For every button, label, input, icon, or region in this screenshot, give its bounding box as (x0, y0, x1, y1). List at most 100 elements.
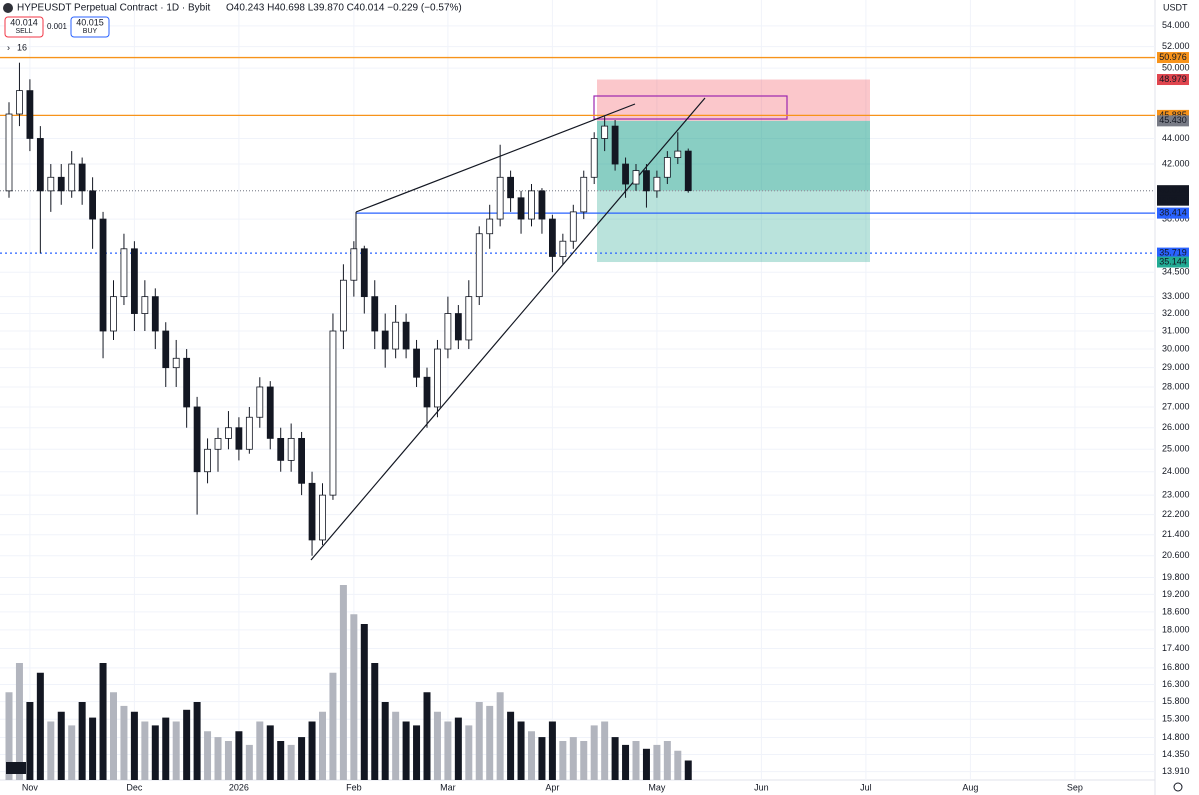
spread: 0.001 (47, 22, 68, 31)
price-tag (1157, 115, 1189, 127)
volume-bar (611, 737, 619, 780)
candle-body (653, 176, 661, 192)
candle-body (5, 113, 13, 192)
candle-body (99, 218, 107, 332)
symbol[interactable]: HYPEUSDT Perpetual Contract · 1D · Bybit (17, 3, 210, 14)
candle-body (78, 163, 86, 192)
countdown: 15:26:55 (1157, 196, 1189, 205)
candle-body (486, 218, 494, 235)
candle-body (360, 248, 368, 298)
candle-body (172, 357, 180, 369)
volume-bar (444, 721, 452, 780)
candle-body (454, 313, 462, 341)
volume-bar (674, 750, 682, 780)
price-tag (1157, 52, 1189, 64)
volume-bar (162, 717, 170, 780)
volume-bar (371, 663, 379, 780)
volume-bar (548, 721, 556, 780)
volume-bar (601, 721, 609, 780)
y-tick-label: 25.000 (1162, 444, 1190, 454)
y-tick-label: 32.000 (1162, 308, 1190, 318)
volume-bar (381, 702, 389, 780)
price-tag (1157, 256, 1189, 268)
volume-bar (308, 721, 316, 780)
candle-body (632, 170, 640, 185)
stop-zone (597, 79, 870, 121)
volume-bar (402, 721, 410, 780)
candle-body (549, 218, 556, 257)
candle-body (193, 406, 201, 473)
x-tick-label: 2026 (229, 782, 249, 792)
y-tick-label: 44.000 (1162, 133, 1190, 143)
candle-body (16, 90, 23, 115)
sell-label: SELL (15, 28, 32, 35)
y-tick-label: 21.400 (1162, 529, 1190, 539)
y-tick-label: 52.000 (1162, 41, 1190, 51)
price-tag (1157, 247, 1189, 259)
candle-body (381, 330, 389, 350)
volume-bar (663, 741, 671, 780)
y-tick-label: 29.000 (1162, 362, 1190, 372)
indicator-count[interactable]: 16 (17, 42, 27, 52)
candle-body (308, 482, 316, 541)
volume-bar (47, 721, 55, 780)
volume-bar (172, 721, 180, 780)
x-tick-label: Sep (1067, 782, 1083, 792)
y-tick-label: 33.000 (1162, 291, 1190, 301)
candle-body (601, 125, 609, 139)
buy-button[interactable] (70, 16, 110, 38)
y-tick-label: 13.910 (1162, 766, 1190, 776)
volume-bar (496, 692, 504, 780)
volume-bar (559, 741, 567, 780)
volume-bar (475, 702, 483, 780)
candle-body (339, 279, 347, 332)
x-tick-label: Jun (754, 782, 769, 792)
volume-bar (214, 737, 222, 780)
price-tag-label: 45.430 (1159, 115, 1187, 125)
sell-button[interactable] (4, 16, 44, 38)
y-tick-label: 27.000 (1162, 401, 1190, 411)
candle-body (413, 348, 420, 378)
y-tick-label: 14.350 (1162, 749, 1190, 759)
candle-body (68, 163, 76, 192)
y-tick-label: 42.000 (1162, 158, 1190, 168)
candle-body (465, 296, 473, 341)
candle-body (611, 125, 619, 165)
volume-bar (622, 744, 630, 780)
volume-bar (5, 692, 13, 780)
y-tick-label: 15.300 (1162, 714, 1190, 724)
settings-icon[interactable] (1173, 782, 1183, 792)
candle-body (528, 190, 535, 220)
countdown-tag (1157, 195, 1189, 206)
volume-bar (130, 711, 138, 780)
x-tick-label: Apr (545, 782, 559, 792)
volume-bar (298, 737, 306, 780)
candle-body (329, 330, 337, 496)
y-tick-label: 28.000 (1162, 381, 1190, 391)
volume-bar (120, 705, 128, 780)
volume-bar (642, 748, 650, 780)
volume-bar (580, 741, 588, 780)
volume-bar (141, 721, 149, 780)
volume-bar (569, 737, 577, 780)
volume-bar (653, 744, 661, 780)
candle-body (204, 448, 211, 473)
volume-bar (590, 725, 598, 780)
price-axis (1155, 0, 1199, 795)
y-tick-label: 16.300 (1162, 679, 1190, 689)
candle-body (580, 176, 588, 213)
candle-body (674, 150, 682, 158)
volume-bar (339, 585, 347, 780)
candle-body (559, 240, 567, 257)
volume-bar (110, 692, 117, 780)
y-tick-label: 24.000 (1162, 466, 1190, 476)
candle-body (214, 437, 222, 450)
y-tick-label: 23.000 (1162, 490, 1190, 500)
candle-body (569, 211, 577, 242)
candle-body (496, 176, 504, 220)
volume-bar (266, 725, 274, 780)
volume-bar (68, 725, 76, 780)
y-tick-label: 22.200 (1162, 509, 1190, 519)
